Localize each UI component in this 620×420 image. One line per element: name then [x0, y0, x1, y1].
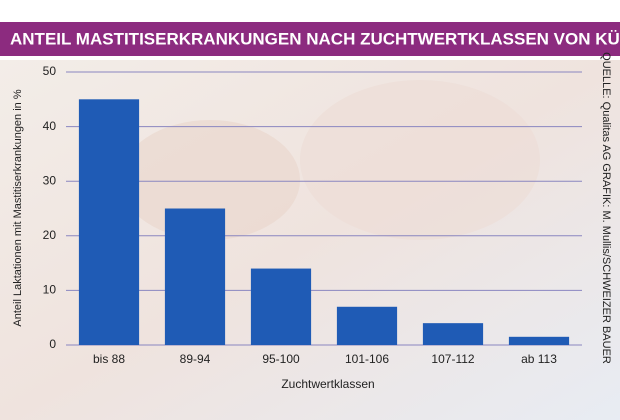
x-tick-label: 107-112 [431, 352, 474, 366]
title-band [0, 22, 620, 56]
bar [250, 268, 312, 345]
y-tick-label: 20 [43, 228, 57, 242]
y-tick-label: 0 [49, 337, 56, 351]
x-tick-label: 89-94 [180, 352, 211, 366]
y-axis-label: Anteil Laktationen mit Mastitiserkrankun… [12, 89, 24, 326]
x-tick-label: bis 88 [93, 352, 125, 366]
x-axis-label: Zuchtwertklassen [281, 377, 374, 391]
bar [164, 208, 226, 345]
bar [422, 323, 484, 345]
x-tick-label: ab 113 [521, 352, 557, 366]
y-tick-label: 30 [43, 173, 57, 187]
y-tick-label: 50 [43, 64, 57, 78]
chart-title: ANTEIL MASTITISERKRANKUNGEN NACH ZUCHTWE… [10, 29, 620, 48]
background-shape [300, 80, 540, 240]
bar [78, 99, 140, 345]
x-tick-label: 101-106 [345, 352, 389, 366]
source: QUELLE: Qualitas AG GRAFIK: M. Mullis/SC… [600, 52, 612, 364]
bar [336, 306, 398, 345]
bar [508, 336, 570, 345]
y-tick-label: 10 [43, 283, 57, 297]
x-tick-label: 95-100 [262, 352, 300, 366]
y-tick-label: 40 [43, 119, 57, 133]
